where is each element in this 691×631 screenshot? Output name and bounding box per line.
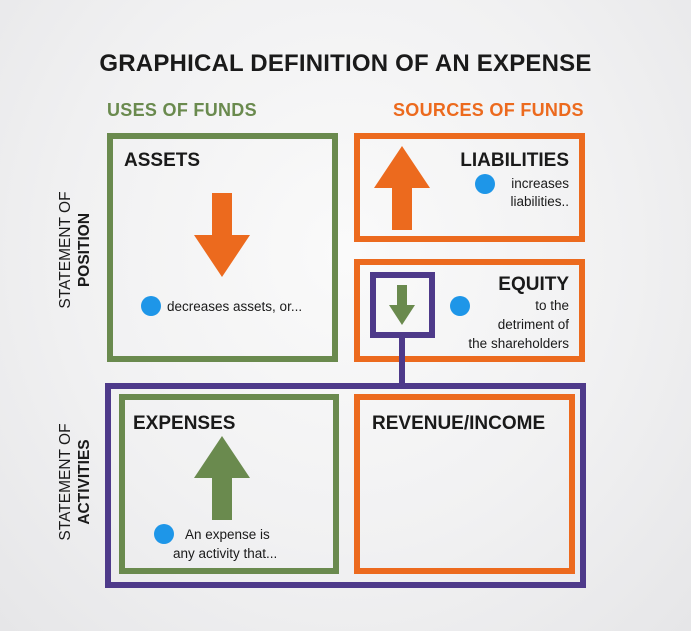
expenses-box <box>119 394 339 574</box>
statement-of-activities-label: STATEMENT OF ACTIVITIES <box>57 423 93 541</box>
revenue-income-label: REVENUE/INCOME <box>372 413 546 434</box>
sources-of-funds-heading: SOURCES OF FUNDS <box>393 100 584 120</box>
assets-note: decreases assets, or... <box>167 299 303 314</box>
expenses-note-line1: An expense is <box>185 527 270 542</box>
activities-frame <box>105 383 586 588</box>
equity-note-line1: to the <box>535 298 569 313</box>
page-title: GRAPHICAL DEFINITION OF AN EXPENSE <box>99 50 592 77</box>
expenses-label: EXPENSES <box>133 413 236 434</box>
bullet-icon <box>475 174 495 194</box>
liabilities-note-line2: liabilities.. <box>510 194 569 209</box>
assets-box <box>107 133 338 362</box>
equity-box <box>354 259 585 362</box>
equity-label: EQUITY <box>498 274 569 295</box>
liabilities-box <box>354 133 585 242</box>
up-arrow-icon <box>374 146 430 230</box>
equity-note-line3: the shareholders <box>468 336 569 351</box>
bullet-icon <box>450 296 470 316</box>
down-arrow-icon <box>389 285 415 325</box>
expenses-note-line2: any activity that... <box>173 546 278 561</box>
statement-of-position-label: STATEMENT OF POSITION <box>57 191 93 309</box>
equity-note-line2: detriment of <box>497 317 569 332</box>
liabilities-note-line1: increases <box>511 176 569 191</box>
down-arrow-icon <box>194 193 250 277</box>
liabilities-label: LIABILITIES <box>460 150 569 171</box>
bullet-icon <box>154 524 174 544</box>
assets-label: ASSETS <box>124 150 201 171</box>
up-arrow-icon <box>194 436 250 520</box>
bullet-icon <box>141 296 161 316</box>
equity-effect-box <box>370 272 435 338</box>
revenue-income-box <box>354 394 575 574</box>
connector-line <box>399 336 405 386</box>
uses-of-funds-heading: USES OF FUNDS <box>107 100 257 120</box>
